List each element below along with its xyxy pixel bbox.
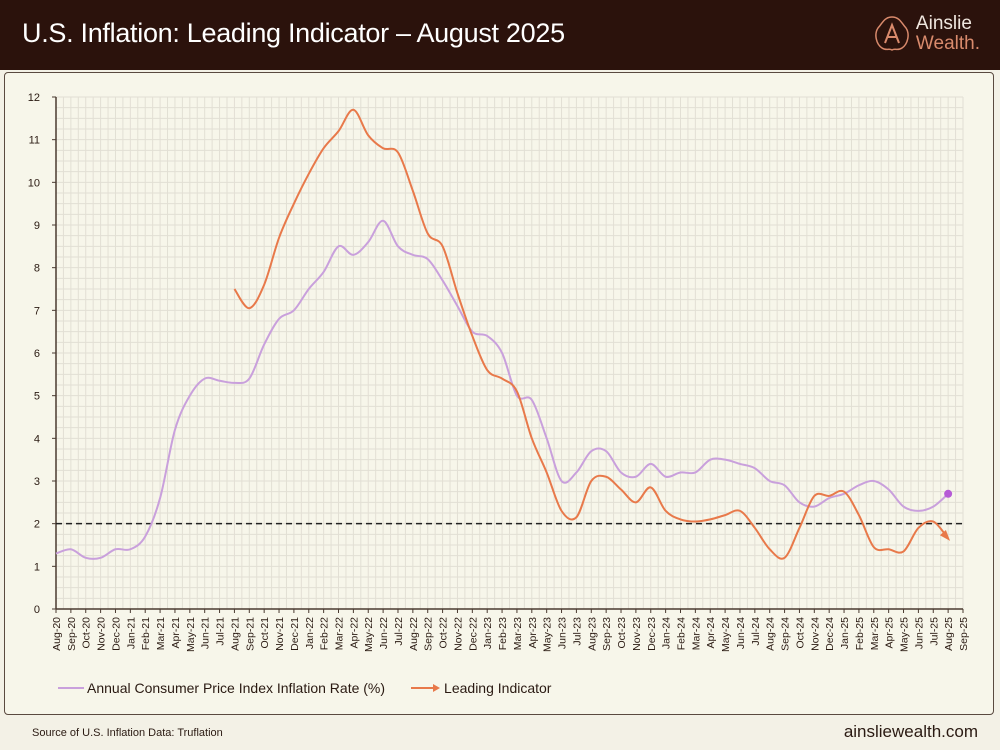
x-tick-label: Jun-25 (913, 617, 925, 649)
x-tick-label: Feb-22 (319, 617, 331, 650)
x-tick-label: Mar-23 (512, 617, 524, 650)
x-tick-label: May-23 (542, 617, 554, 652)
x-tick-label: Oct-23 (616, 617, 628, 649)
y-tick-label: 12 (28, 92, 40, 104)
x-tick-label: Sep-22 (423, 617, 435, 651)
x-tick-label: Sep-21 (244, 617, 256, 651)
x-tick-label: Feb-23 (497, 617, 509, 650)
series (55, 108, 963, 560)
x-tick-label: Jan-25 (839, 617, 851, 649)
legend-label-cpi: Annual Consumer Price Index Inflation Ra… (87, 680, 386, 696)
x-tick-label: Jan-21 (125, 617, 137, 649)
x-tick-label: Nov-24 (809, 617, 821, 651)
y-tick-label: 6 (34, 348, 40, 360)
legend-label-leading: Leading Indicator (444, 680, 552, 696)
legend-arrow-icon (411, 684, 441, 692)
x-tick-label: Aug-22 (408, 617, 420, 651)
x-tick-label: Jan-24 (661, 617, 673, 649)
legend: Annual Consumer Price Index Inflation Ra… (58, 680, 551, 696)
x-tick-label: Mar-22 (334, 617, 346, 650)
x-tick-label: Sep-20 (66, 617, 78, 651)
y-tick-label: 10 (28, 177, 40, 189)
x-tick-label: Oct-21 (259, 617, 271, 649)
x-tick-label: Jun-22 (378, 617, 390, 649)
legend-item-cpi: Annual Consumer Price Index Inflation Ra… (58, 680, 385, 696)
x-tick-label: Apr-25 (884, 617, 896, 649)
x-tick-label: Nov-20 (96, 617, 108, 651)
x-tick-label: Aug-20 (51, 617, 63, 651)
y-tick-label: 11 (29, 135, 40, 147)
x-tick-label: Nov-21 (274, 617, 286, 651)
x-tick-label: May-24 (720, 617, 732, 652)
x-tick-label: Jun-21 (200, 617, 212, 649)
y-tick-label: 2 (34, 519, 40, 531)
x-tick-label: May-21 (185, 617, 197, 652)
x-tick-label: Jan-23 (482, 617, 494, 649)
grid (55, 96, 964, 610)
logo: Ainslie Wealth. (872, 14, 980, 54)
y-tick-label: 8 (34, 263, 40, 275)
x-tick-label: Aug-21 (229, 617, 241, 651)
y-tick-label: 7 (34, 305, 40, 317)
x-tick-label: Feb-25 (854, 617, 866, 650)
header: U.S. Inflation: Leading Indicator – Augu… (0, 0, 1000, 70)
cpi-end-dot (944, 489, 953, 498)
x-tick-label: Mar-24 (690, 617, 702, 650)
legend-item-leading: Leading Indicator (411, 680, 551, 696)
legend-line-icon (58, 687, 84, 689)
cpi-line (55, 219, 949, 560)
x-tick-label: Apr-23 (527, 617, 539, 649)
y-tick-label: 3 (34, 476, 40, 488)
x-tick-label: Dec-22 (467, 617, 479, 651)
x-tick-label: Oct-20 (81, 617, 93, 649)
leading-end-arrow (939, 529, 951, 541)
y-tick-label: 4 (34, 433, 40, 445)
x-tick-label: Apr-21 (170, 617, 182, 649)
x-tick-label: Oct-22 (438, 617, 450, 649)
page-title: U.S. Inflation: Leading Indicator – Augu… (22, 18, 565, 48)
x-tick-label: Jun-24 (735, 617, 747, 649)
source-note: Source of U.S. Inflation Data: Truflatio… (32, 727, 223, 739)
x-tick-label: Dec-20 (110, 617, 122, 651)
x-tick-label: Jul-24 (750, 617, 762, 646)
ainslie-logo-icon (875, 16, 909, 51)
x-tick-label: Aug-23 (586, 617, 598, 651)
leading-indicator-line (233, 108, 949, 560)
x-tick-label: Feb-24 (675, 617, 687, 650)
y-tick-label: 1 (34, 561, 40, 573)
x-tick-label: Mar-21 (155, 617, 167, 650)
x-tick-label: Jul-21 (215, 617, 227, 646)
x-tick-label: Jul-23 (571, 617, 583, 646)
logo-line2: Wealth. (915, 33, 980, 54)
website-link[interactable]: ainsliewealth.com (843, 722, 978, 741)
x-tick-label: Sep-23 (601, 617, 613, 651)
x-tick-label: Jan-22 (304, 617, 316, 649)
y-tick-label: 0 (34, 604, 40, 616)
x-tick-label: Aug-25 (943, 617, 955, 651)
x-tick-label: Dec-21 (289, 617, 301, 651)
x-tick-label: Nov-23 (631, 617, 643, 651)
x-tick-label: May-25 (899, 617, 911, 652)
x-tick-label: Jun-23 (557, 617, 569, 649)
x-tick-label: Mar-25 (869, 617, 881, 650)
x-tick-label: Oct-24 (794, 617, 806, 649)
x-tick-label: Sep-25 (958, 617, 970, 651)
x-tick-label: Feb-21 (140, 617, 152, 650)
logo-line1: Ainslie (915, 13, 972, 34)
x-tick-label: Apr-24 (705, 617, 717, 649)
y-tick-label: 9 (34, 220, 40, 232)
x-tick-label: Jul-22 (393, 617, 405, 646)
x-tick-label: Sep-24 (780, 617, 792, 651)
x-tick-label: Dec-23 (646, 617, 658, 651)
x-tick-label: Aug-24 (765, 617, 777, 651)
x-tick-label: Dec-24 (824, 617, 836, 651)
x-tick-label: Jul-25 (928, 617, 940, 646)
x-tick-label: Apr-22 (348, 617, 360, 649)
x-tick-label: May-22 (363, 617, 375, 652)
x-tick-label: Nov-22 (452, 617, 464, 651)
y-tick-label: 5 (34, 391, 40, 403)
